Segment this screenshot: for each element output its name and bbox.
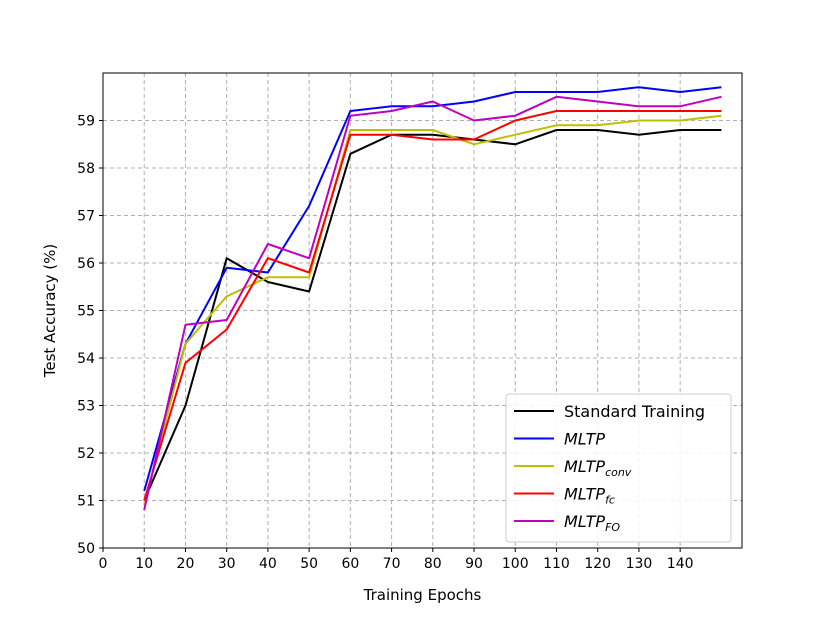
x-tick-label: 80 (424, 556, 442, 572)
y-tick-label: 52 (77, 446, 95, 462)
x-tick-label: 0 (99, 556, 108, 572)
x-tick-label: 70 (383, 556, 401, 572)
y-tick-label: 53 (77, 399, 95, 415)
x-tick-label: 120 (584, 556, 611, 572)
legend: Standard Training MLTP MLTPconv MLTPfc MLTPF… (505, 393, 732, 543)
x-tick-label: 110 (543, 556, 570, 572)
axis-ticks: 0 10 20 30 40 50 60 70 80 90 100 110 120 130 140 50 51 52… (77, 114, 693, 573)
legend-label: MLTPconv (564, 457, 632, 479)
x-tick-label: 130 (626, 556, 653, 572)
x-tick-label: 10 (135, 556, 153, 572)
y-tick-label: 59 (77, 114, 95, 130)
x-axis-label: Training Epochs (363, 586, 482, 604)
legend-label: MLTPfc (564, 485, 615, 507)
y-axis-label: Test Accuracy (%) (41, 244, 59, 379)
series-line-0 (143, 129, 722, 501)
x-tick-label: 60 (341, 556, 359, 572)
y-tick-label: 57 (77, 209, 95, 225)
y-tick-label: 55 (77, 304, 95, 320)
legend-box (505, 393, 732, 543)
x-tick-label: 140 (667, 556, 694, 572)
x-tick-label: 30 (218, 556, 236, 572)
x-tick-label: 20 (177, 556, 195, 572)
legend-label: Standard Training (564, 402, 705, 421)
y-tick-label: 51 (77, 494, 95, 510)
x-tick-label: 100 (502, 556, 529, 572)
y-tick-label: 58 (77, 161, 95, 177)
series-line-3 (143, 110, 722, 501)
x-tick-label: 40 (259, 556, 277, 572)
series-line-2 (143, 114, 722, 506)
series-line-1 (143, 86, 722, 492)
x-tick-label: 90 (465, 556, 483, 572)
y-tick-label: 56 (77, 256, 95, 272)
legend-label: MLTPFO (564, 512, 620, 534)
legend-label: MLTP (564, 430, 605, 449)
y-tick-label: 50 (77, 541, 95, 557)
series-lines (143, 86, 722, 511)
series-line-4 (143, 95, 722, 511)
x-tick-label: 50 (300, 556, 318, 572)
y-tick-label: 54 (77, 351, 95, 367)
